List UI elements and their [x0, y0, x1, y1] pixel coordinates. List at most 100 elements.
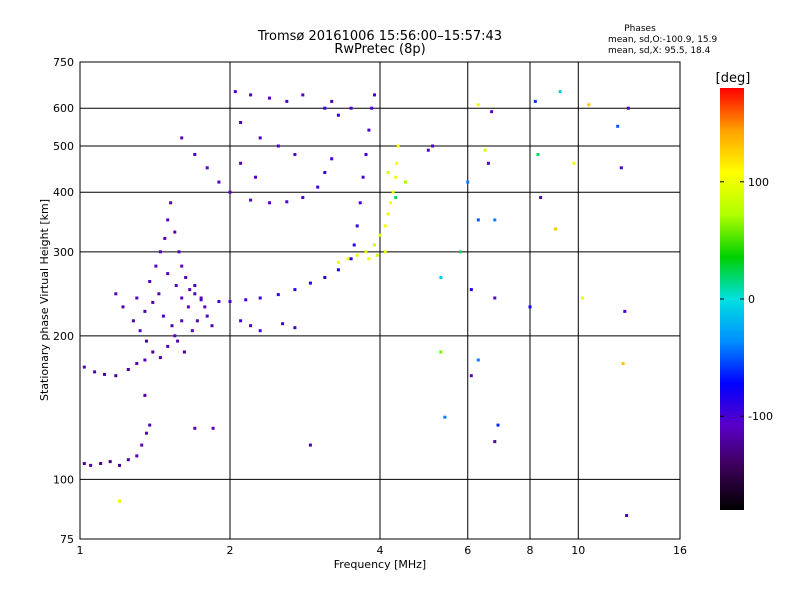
data-point	[431, 144, 435, 148]
data-point	[293, 326, 297, 330]
data-point	[621, 362, 625, 365]
data-point	[193, 292, 197, 296]
data-point	[143, 309, 147, 313]
chart-title-line1: Tromsø 20161006 15:56:00–15:57:43	[257, 29, 502, 44]
data-point	[458, 250, 462, 254]
data-point	[180, 319, 184, 323]
colorbar-ticks: 100 0 -100	[720, 176, 773, 423]
data-point	[490, 110, 494, 114]
data-point	[170, 324, 174, 328]
data-point	[285, 200, 289, 204]
data-point	[140, 443, 144, 447]
data-point	[158, 250, 162, 254]
data-point	[293, 288, 297, 292]
data-point	[626, 106, 630, 110]
data-point	[439, 350, 443, 354]
data-point	[308, 443, 312, 447]
data-point	[493, 218, 497, 222]
data-point	[161, 314, 165, 318]
data-point	[145, 431, 148, 435]
x-tick-label: 16	[673, 544, 687, 557]
data-point	[99, 462, 103, 465]
data-point	[188, 288, 192, 292]
data-point	[386, 171, 390, 174]
data-point	[131, 319, 135, 323]
x-axis-label: Frequency [MHz]	[334, 558, 426, 571]
data-point	[114, 292, 118, 296]
tick-labels: 1 2 4 6 8 10 16 75 100 200 300 400 500 600 750	[53, 56, 687, 557]
y-tick-label: 750	[53, 56, 74, 69]
colorbar-tick-label: 0	[748, 293, 755, 306]
data-point	[364, 250, 368, 254]
data-point	[301, 93, 305, 97]
stats-title: Phases	[624, 24, 656, 34]
data-point	[217, 300, 221, 303]
data-point	[157, 292, 161, 296]
data-point	[154, 264, 158, 268]
data-point	[249, 324, 253, 328]
data-point	[163, 236, 167, 240]
data-point	[476, 358, 480, 362]
data-point	[623, 309, 627, 313]
data-point	[386, 212, 390, 216]
data-point	[466, 180, 470, 184]
data-point	[336, 113, 340, 117]
data-point	[239, 121, 243, 124]
y-axis-label: Stationary phase Virtual Height [km]	[38, 199, 51, 401]
y-tick-label: 500	[53, 140, 74, 153]
data-point	[82, 462, 86, 465]
data-point	[581, 296, 585, 300]
data-point	[554, 227, 557, 231]
data-point	[217, 180, 221, 184]
data-point	[281, 322, 285, 326]
data-point	[151, 350, 155, 354]
data-point	[476, 103, 480, 107]
data-point	[528, 305, 532, 309]
data-point	[493, 296, 497, 300]
data-point	[121, 305, 125, 309]
data-point	[199, 296, 203, 300]
x-tick-label: 10	[571, 544, 585, 557]
data-point	[173, 230, 177, 234]
data-point	[268, 201, 271, 205]
data-point	[239, 319, 243, 323]
data-point	[330, 99, 334, 103]
data-point	[361, 175, 365, 179]
data-point	[180, 264, 184, 268]
data-point	[169, 201, 173, 205]
colorbar-unit-label: [deg]	[716, 71, 751, 86]
data-point	[349, 257, 353, 261]
data-point	[148, 423, 152, 427]
data-point	[323, 276, 327, 279]
data-point	[108, 460, 112, 464]
x-tick-label: 1	[77, 544, 84, 557]
data-point	[352, 243, 356, 247]
data-point	[293, 153, 297, 156]
data-point	[375, 253, 379, 257]
data-point	[193, 426, 197, 430]
data-point	[323, 171, 327, 174]
x-tick-label: 6	[464, 544, 471, 557]
data-point	[389, 201, 393, 205]
data-point	[135, 296, 139, 300]
data-point	[625, 514, 629, 517]
data-point	[367, 257, 371, 261]
data-point	[493, 440, 497, 444]
grid-layer	[80, 62, 680, 539]
data-point	[228, 300, 232, 303]
data-point	[89, 463, 93, 467]
data-point	[355, 224, 359, 228]
data-point	[533, 99, 537, 103]
data-point	[143, 358, 147, 362]
data-point	[558, 90, 562, 94]
data-point	[190, 329, 194, 333]
data-point	[205, 166, 209, 170]
data-point	[177, 250, 181, 254]
stats-x: mean, sd,X: 95.5, 18.4	[608, 46, 711, 56]
data-point	[383, 250, 387, 254]
data-point	[358, 201, 362, 205]
data-point	[199, 298, 203, 302]
data-point	[193, 153, 197, 156]
data-point	[394, 175, 398, 179]
data-point	[486, 161, 490, 165]
